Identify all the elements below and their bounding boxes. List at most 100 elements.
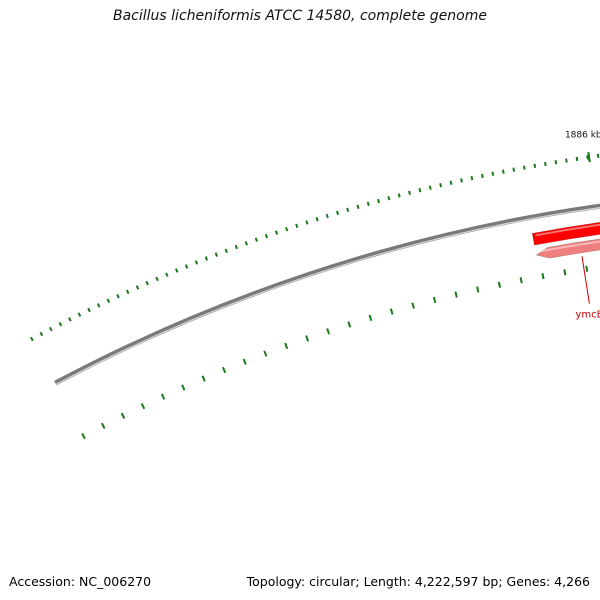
inner-tick bbox=[181, 384, 186, 391]
scale-minor-tick bbox=[533, 163, 537, 168]
scale-label: 1886 kbp bbox=[565, 130, 600, 140]
scale-minor-tick bbox=[575, 156, 579, 162]
forward-genes bbox=[531, 221, 600, 246]
inner-tick bbox=[81, 432, 86, 440]
inner-tick bbox=[100, 422, 106, 429]
inner-tick bbox=[454, 291, 458, 298]
scale-minor-tick bbox=[87, 307, 91, 313]
inner-tick bbox=[201, 375, 206, 382]
scale-minor-tick bbox=[175, 268, 179, 273]
genome-backbone bbox=[54, 203, 600, 386]
scale-minor-tick bbox=[244, 241, 248, 246]
inner-tick bbox=[120, 412, 126, 419]
inner-tick bbox=[222, 366, 227, 374]
scale-minor-tick bbox=[295, 223, 299, 229]
inner-tick bbox=[541, 272, 545, 280]
inner-tick bbox=[389, 308, 394, 315]
scale-minor-tick bbox=[565, 158, 568, 163]
inner-tick bbox=[563, 269, 567, 276]
inner-tick bbox=[476, 286, 480, 293]
scale-minor-tick bbox=[145, 280, 149, 286]
scale-minor-tick bbox=[305, 220, 309, 225]
scale-minor-tick bbox=[544, 161, 547, 167]
inner-tick bbox=[284, 342, 289, 350]
scale-minor-tick bbox=[428, 185, 432, 190]
scale-minor-tick bbox=[346, 207, 350, 213]
inner-tick bbox=[305, 335, 310, 342]
scale-minor-tick bbox=[39, 331, 44, 337]
scale-minor-tick bbox=[116, 294, 120, 299]
scale-minor-tick bbox=[366, 201, 370, 207]
map-title: Bacillus licheniformis ATCC 14580, compl… bbox=[113, 8, 487, 24]
scale-minor-tick bbox=[501, 169, 505, 174]
scale-minor-tick bbox=[596, 153, 600, 159]
inner-tick bbox=[242, 358, 247, 365]
scale-minor-tick bbox=[408, 190, 411, 196]
scale-minor-tick bbox=[460, 178, 463, 183]
scale-minor-tick bbox=[387, 196, 391, 201]
scale-minor-tick bbox=[184, 264, 189, 269]
inner-tick bbox=[368, 314, 373, 322]
gene-leader-line bbox=[581, 256, 590, 304]
inner-tick bbox=[411, 302, 415, 309]
inner-tick bbox=[585, 265, 589, 272]
scale-major-tick bbox=[587, 152, 591, 163]
reverse-gene-arrow[interactable] bbox=[535, 236, 600, 259]
scale-minor-tick bbox=[397, 193, 401, 198]
gene-label[interactable]: ymcB bbox=[575, 310, 600, 321]
scale-minor-tick bbox=[204, 256, 209, 261]
scale-minor-tick bbox=[418, 188, 422, 193]
inner-tick bbox=[519, 277, 523, 284]
scale-minor-tick bbox=[470, 175, 474, 181]
scale-minor-tick bbox=[49, 326, 53, 332]
scale-minor-tick bbox=[254, 237, 258, 242]
scale-minor-tick bbox=[480, 173, 484, 179]
inner-tick bbox=[263, 350, 268, 357]
scale-minor-tick bbox=[522, 165, 526, 170]
scale-minor-tick bbox=[274, 230, 279, 235]
scale-minor-tick bbox=[165, 272, 169, 277]
scale-minor-tick bbox=[264, 233, 269, 239]
genome-summary-text: Topology: circular; Length: 4,222,597 bp… bbox=[246, 574, 590, 589]
inner-ticks bbox=[81, 265, 589, 440]
scale-minor-tick bbox=[68, 317, 72, 322]
scale-minor-tick bbox=[356, 204, 360, 210]
inner-tick bbox=[432, 296, 437, 304]
scale-minor-tick bbox=[315, 217, 319, 222]
inner-tick bbox=[347, 321, 352, 328]
scale-minor-tick bbox=[325, 213, 329, 219]
inner-tick bbox=[497, 281, 502, 288]
genome-backbone-highlight bbox=[55, 207, 600, 385]
scale-minor-tick bbox=[214, 252, 218, 257]
gene-labels: recAymdAymdBspoVSBL05165tdhkblymcB bbox=[575, 256, 600, 321]
scale-minor-tick bbox=[285, 226, 289, 232]
scale-minor-tick bbox=[77, 312, 82, 317]
inner-tick bbox=[160, 393, 166, 400]
scale-minor-tick bbox=[135, 285, 140, 290]
scale-minor-tick bbox=[449, 180, 453, 185]
reverse-gene-arrow-highlight bbox=[538, 240, 600, 253]
scale-minor-tick bbox=[58, 321, 63, 327]
scale-minor-tick bbox=[554, 160, 558, 165]
inner-tick bbox=[140, 402, 146, 410]
inner-tick bbox=[326, 328, 331, 335]
scale-ruler: 1877 kbp1878 kbp1879 kbp1880 kbp1881 kbp… bbox=[30, 130, 600, 342]
forward-gene-arrow-highlight bbox=[535, 223, 600, 237]
scale-minor-tick bbox=[106, 298, 111, 304]
reverse-genes bbox=[535, 236, 600, 259]
scale-minor-tick bbox=[491, 171, 495, 176]
scale-minor-tick bbox=[155, 276, 159, 282]
accession-text: Accession: NC_006270 bbox=[9, 574, 152, 589]
scale-minor-tick bbox=[96, 303, 101, 308]
scale-minor-tick bbox=[234, 244, 238, 250]
scale-minor-tick bbox=[30, 336, 34, 342]
scale-minor-tick bbox=[194, 260, 199, 265]
scale-minor-tick bbox=[224, 248, 228, 254]
scale-minor-tick bbox=[335, 210, 340, 216]
scale-minor-tick bbox=[512, 167, 516, 172]
forward-gene-arrow[interactable] bbox=[531, 221, 600, 246]
scale-minor-tick bbox=[125, 289, 130, 295]
scale-minor-tick bbox=[439, 183, 443, 188]
scale-minor-tick bbox=[586, 155, 589, 160]
